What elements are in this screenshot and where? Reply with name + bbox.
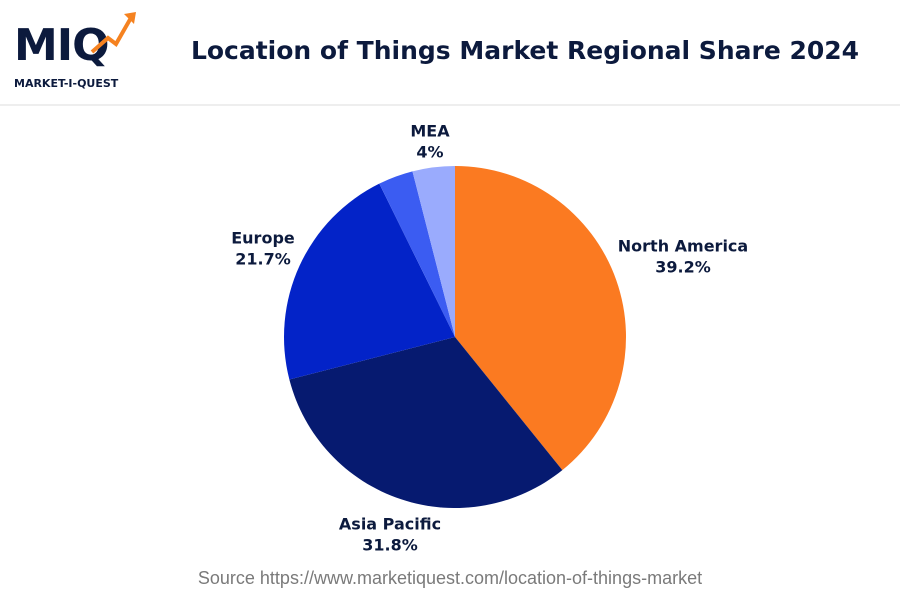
pie-slice bbox=[412, 166, 455, 337]
value-label: 21.7% bbox=[235, 250, 291, 269]
pie-slice bbox=[284, 183, 455, 380]
logo-text: MIQ bbox=[14, 20, 109, 71]
pie-slice bbox=[289, 337, 563, 509]
logo-arrow bbox=[90, 15, 134, 54]
value-label: 4% bbox=[416, 143, 443, 162]
logo-arrow-head bbox=[124, 12, 136, 24]
slice-label: Europe bbox=[231, 229, 295, 248]
logo-tagline: MARKET-I-QUEST bbox=[14, 77, 119, 90]
chart-title: Location of Things Market Regional Share… bbox=[191, 36, 859, 65]
logo: MIQ MARKET-I-QUEST bbox=[14, 12, 136, 90]
slice-label: Asia Pacific bbox=[339, 515, 441, 534]
slice-label: MEA bbox=[410, 122, 450, 141]
value-label: 31.8% bbox=[362, 536, 418, 555]
source: Source https://www.marketiquest.com/loca… bbox=[198, 568, 702, 588]
pie-slice bbox=[379, 171, 455, 337]
value-label: 39.2% bbox=[655, 258, 711, 277]
pie-slice bbox=[455, 166, 626, 471]
slice-label: North America bbox=[618, 237, 748, 256]
